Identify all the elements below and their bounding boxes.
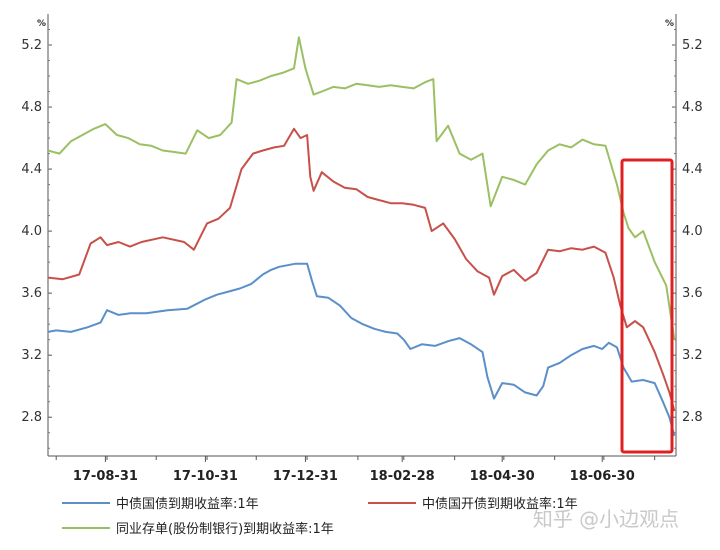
y-tick-label-left: 4.8 bbox=[21, 100, 42, 115]
y-tick-label-right: 3.2 bbox=[682, 348, 703, 363]
y-tick-label-left: 4.4 bbox=[21, 162, 42, 177]
y-unit-left: % bbox=[37, 19, 46, 29]
series-line-1 bbox=[47, 262, 676, 437]
x-tick-label: 18-02-28 bbox=[370, 469, 435, 484]
y-axis-left: % 5.2 4.8 4.4 4.0 3.6 3.2 2.8 bbox=[21, 19, 52, 449]
legend-label-1: 中债国债到期收益率:1年 bbox=[116, 496, 259, 512]
x-tick-label: 17-12-31 bbox=[273, 469, 338, 484]
y-tick-label-right: 2.8 bbox=[682, 410, 703, 425]
legend-label-3: 同业存单(股份制银行)到期收益率:1年 bbox=[116, 521, 334, 537]
x-axis: 17-08-31 17-10-31 17-12-31 18-02-28 18-04-30… bbox=[55, 456, 656, 484]
x-tick-label: 18-06-30 bbox=[570, 469, 635, 484]
y-tick-label-right: 4.4 bbox=[682, 162, 703, 177]
y-tick-label-left: 5.2 bbox=[21, 38, 42, 53]
plot-frame bbox=[47, 14, 677, 457]
y-tick-label-right: 4.0 bbox=[682, 224, 703, 239]
y-tick-label-left: 3.6 bbox=[21, 286, 42, 301]
y-tick-label-left: 2.8 bbox=[21, 410, 42, 425]
x-tick-label: 17-10-31 bbox=[173, 469, 238, 484]
x-tick-label: 17-08-31 bbox=[73, 469, 138, 484]
series-layer bbox=[47, 36, 676, 437]
x-tick-label: 18-04-30 bbox=[470, 469, 535, 484]
legend: 中债国债到期收益率:1年 中债国开债到期收益率:1年同业存单(股份制银行)到期收益… bbox=[62, 496, 578, 537]
legend-label-2: 中债国开债到期收益率:1年 bbox=[422, 496, 578, 512]
highlight-rect bbox=[620, 158, 674, 454]
series-line-3 bbox=[47, 36, 676, 340]
y-unit-right: % bbox=[665, 19, 674, 29]
y-tick-label-left: 3.2 bbox=[21, 348, 42, 363]
y-tick-label-right: 3.6 bbox=[682, 286, 703, 301]
highlight-box bbox=[620, 158, 674, 454]
y-tick-label-left: 4.0 bbox=[21, 224, 42, 239]
series-line-2 bbox=[47, 127, 676, 412]
watermark: 知乎 @小边观点 bbox=[533, 507, 679, 531]
y-tick-label-right: 5.2 bbox=[682, 38, 703, 53]
y-axis-right: % 5.2 4.8 4.4 4.0 3.6 3.2 2.8 bbox=[665, 19, 703, 449]
y-tick-label-right: 4.8 bbox=[682, 100, 703, 115]
